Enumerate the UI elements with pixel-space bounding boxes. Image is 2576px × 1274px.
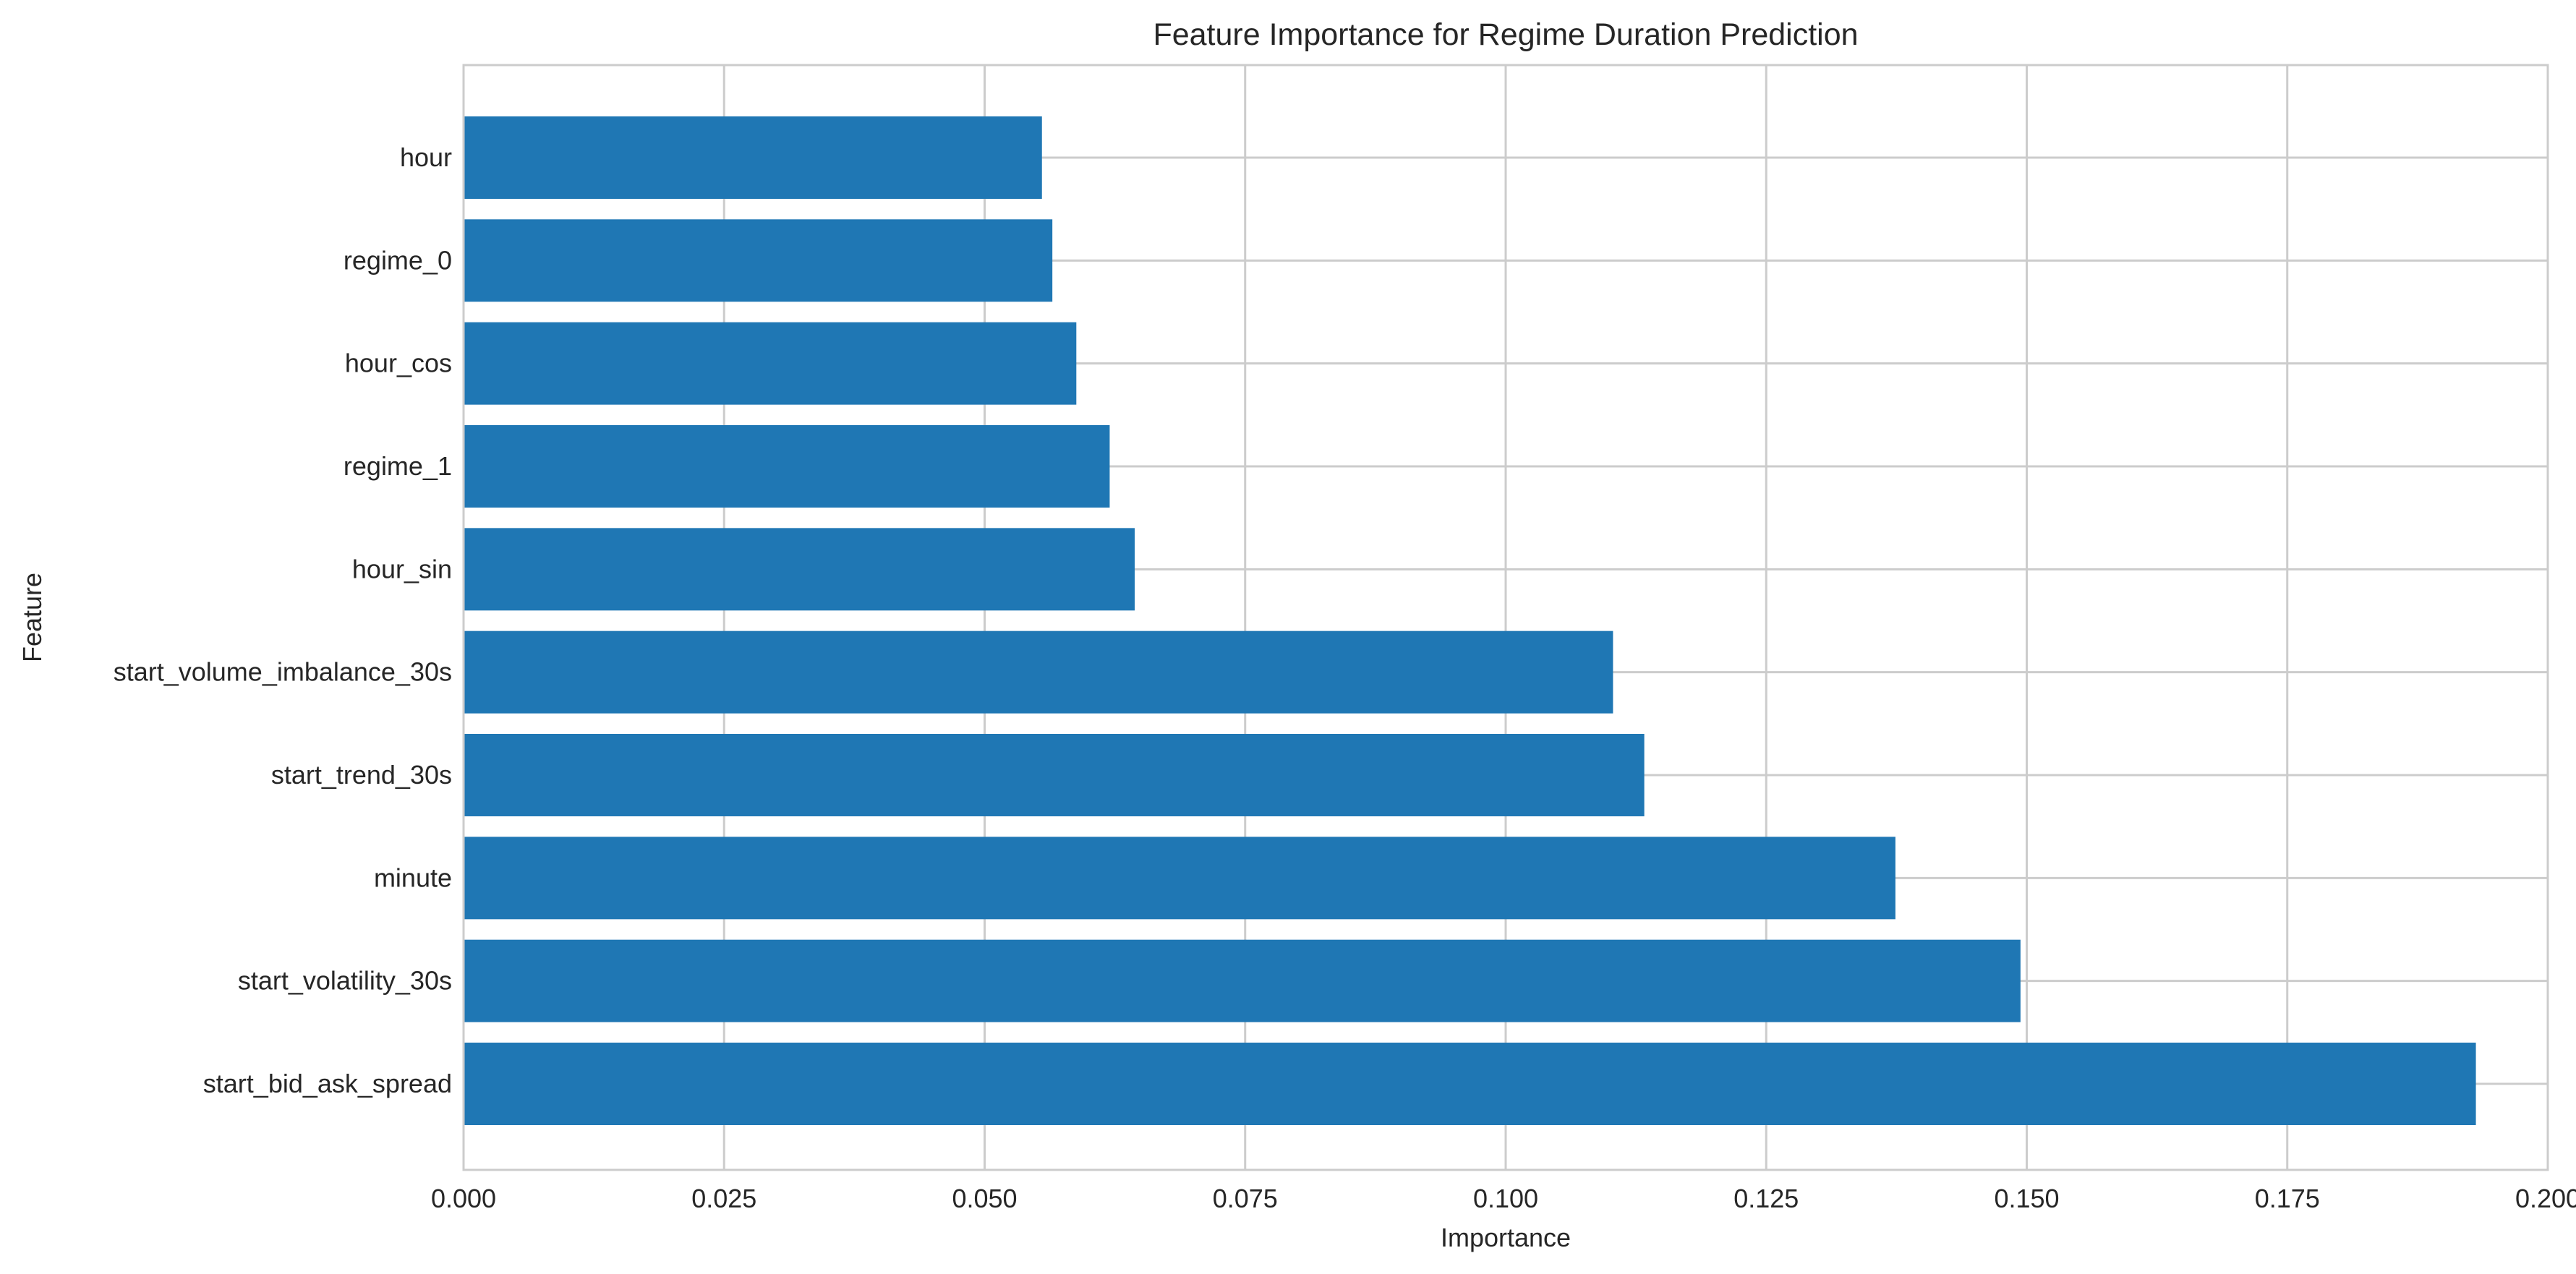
x-tick-label: 0.200	[2515, 1184, 2576, 1213]
bars-layer	[464, 116, 2476, 1125]
x-axis-label: Importance	[1441, 1223, 1571, 1252]
y-category-label: start_volume_imbalance_30s	[114, 657, 452, 687]
y-category-label: minute	[374, 863, 452, 892]
y-category-label: hour_cos	[345, 349, 452, 378]
y-category-label: start_bid_ask_spread	[203, 1069, 452, 1098]
y-category-label: hour	[400, 142, 452, 172]
y-axis-label: Feature	[17, 573, 47, 662]
bar	[464, 1043, 2476, 1125]
x-tick-label: 0.000	[431, 1184, 496, 1213]
bar	[464, 528, 1135, 611]
y-category-labels: hour regime_0 hour_cos regime_1 hour_sinstar…	[114, 142, 452, 1098]
bar	[464, 425, 1110, 508]
x-tick-label: 0.125	[1733, 1184, 1799, 1213]
bar	[464, 939, 2021, 1022]
bar	[464, 734, 1645, 816]
y-category-label: start_trend_30s	[271, 760, 452, 790]
plot-frame	[462, 64, 2549, 1171]
x-tick-labels: 0.000 0.025 0.050 0.075 0.100 0.125 0.150 0.175…	[431, 1184, 2576, 1213]
y-category-label: start_volatility_30s	[238, 966, 452, 996]
y-category-label: regime_1	[344, 451, 452, 481]
y-category-label: hour_sin	[352, 554, 452, 583]
x-tick-label: 0.175	[2255, 1184, 2320, 1213]
y-category-label: regime_0	[344, 245, 452, 275]
bar	[464, 837, 1895, 920]
x-tick-label: 0.075	[1213, 1184, 1278, 1213]
bar	[464, 116, 1042, 199]
bar	[464, 219, 1053, 302]
chart-title: Feature Importance for Regime Duration P…	[1153, 17, 1858, 52]
x-tick-label: 0.050	[952, 1184, 1017, 1213]
x-tick-label: 0.025	[691, 1184, 756, 1213]
bar	[464, 322, 1077, 405]
x-tick-label: 0.150	[1994, 1184, 2059, 1213]
x-tick-label: 0.100	[1473, 1184, 1538, 1213]
bar	[464, 630, 1613, 714]
